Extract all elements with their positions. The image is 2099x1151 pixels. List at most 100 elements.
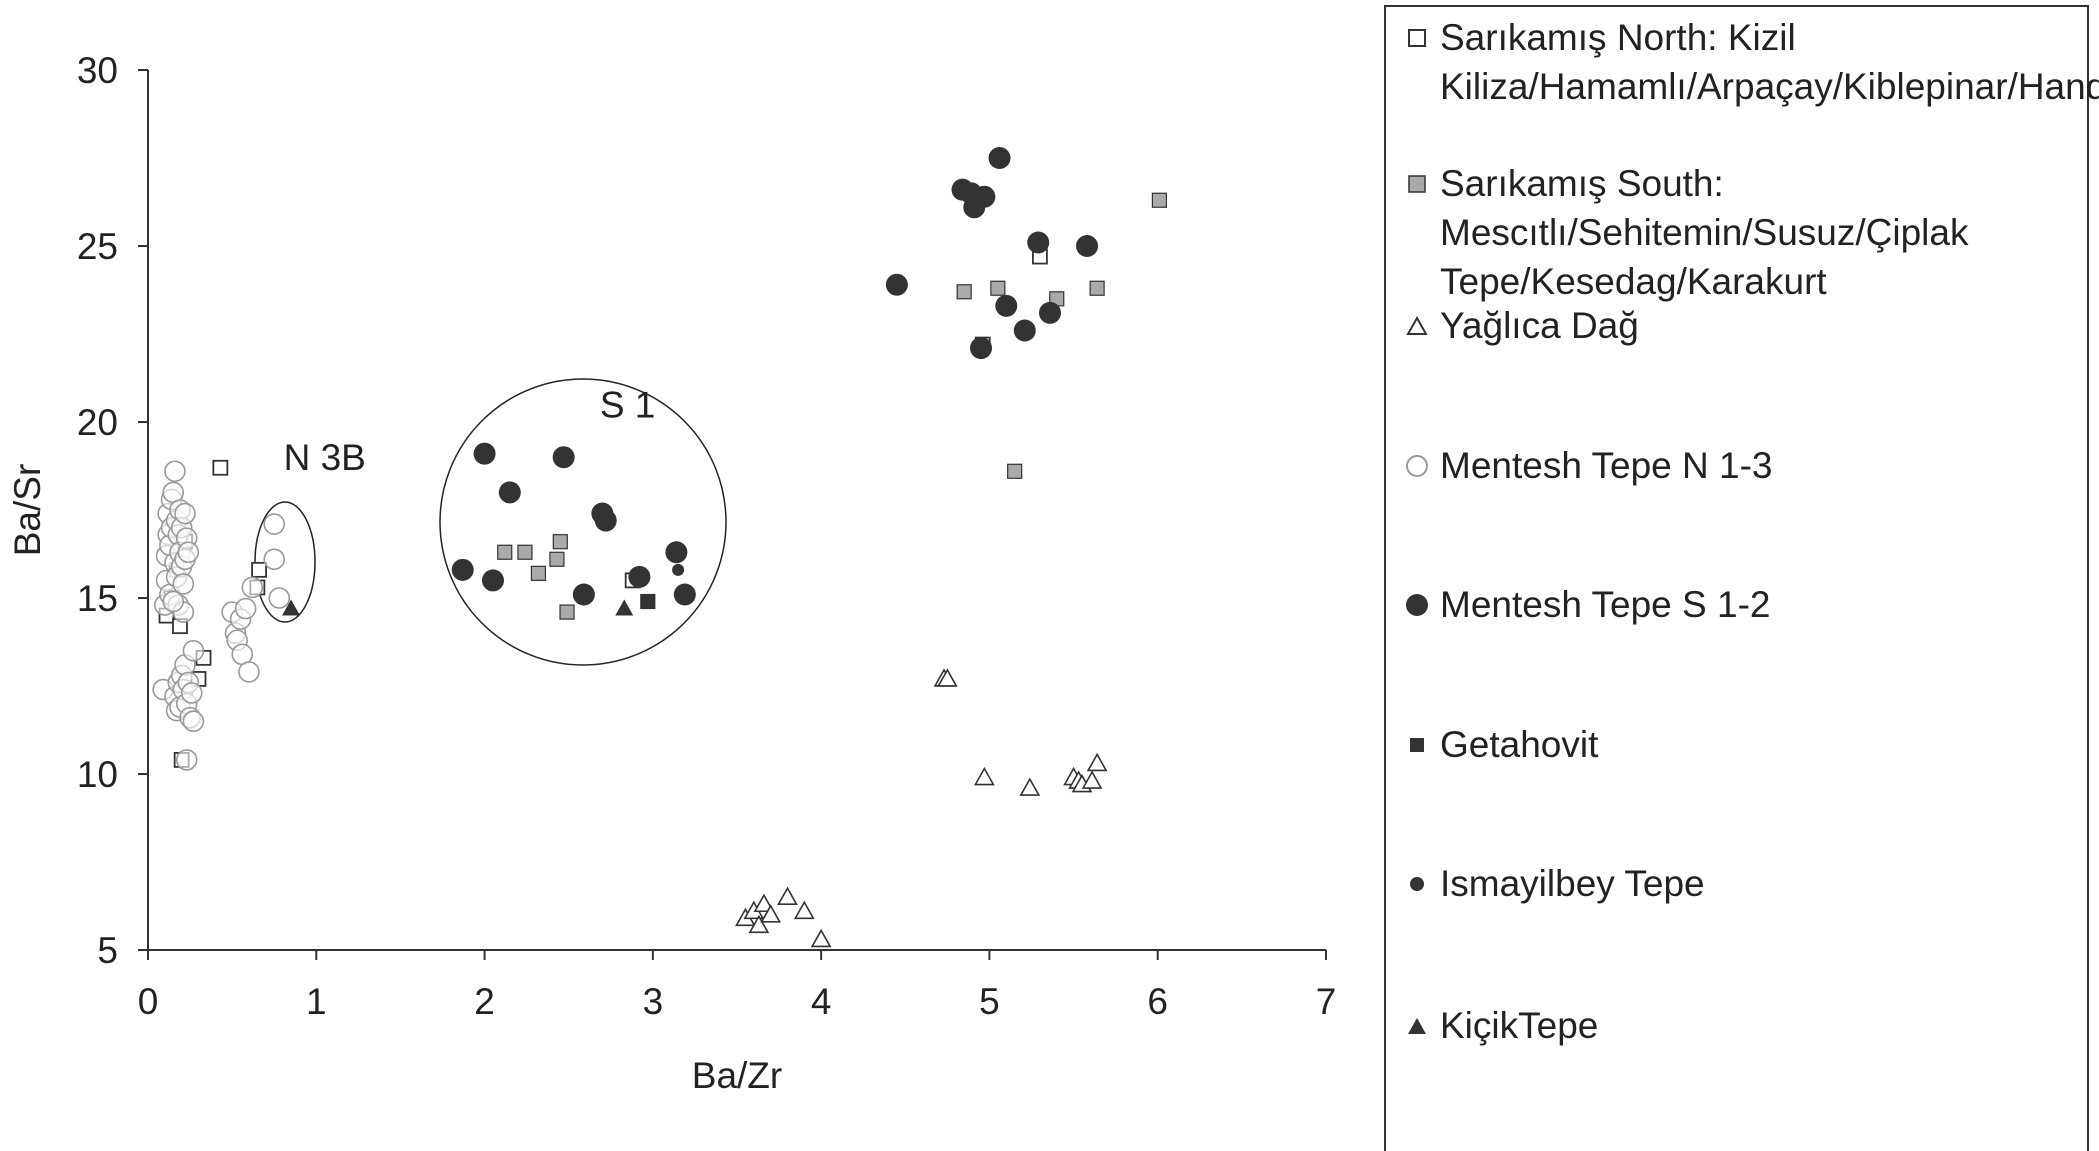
data-point-series-3 bbox=[268, 587, 291, 609]
data-point-series-1 bbox=[956, 284, 972, 300]
data-point-series-4 bbox=[451, 558, 474, 581]
legend-item-getahovit: Getahovit bbox=[1404, 720, 2084, 769]
data-point-series-1 bbox=[1007, 463, 1023, 479]
triangle-open-icon bbox=[1406, 315, 1428, 335]
y-tick-label: 25 bbox=[77, 226, 118, 267]
data-point-series-3 bbox=[238, 661, 260, 683]
data-point-series-1 bbox=[549, 551, 565, 567]
legend: Sarıkamış North: Kizil Kiliza/Hamamlı/Ar… bbox=[1384, 5, 2099, 1151]
legend-item-mentesh-n: Mentesh Tepe N 1-3 bbox=[1404, 441, 2084, 490]
data-points bbox=[152, 147, 1167, 948]
data-point-series-4 bbox=[970, 337, 993, 360]
legend-label: Yağlıca Dağ bbox=[1440, 305, 1639, 346]
x-tick-label: 3 bbox=[643, 981, 664, 1022]
data-point-series-1 bbox=[1151, 192, 1167, 208]
x-tick-label: 0 bbox=[138, 981, 159, 1022]
data-point-series-6 bbox=[672, 563, 685, 576]
data-point-series-4 bbox=[552, 446, 575, 469]
legend-item-kicik-tepe: KiçikTepe bbox=[1404, 1001, 2084, 1050]
data-point-series-4 bbox=[481, 569, 504, 592]
y-tick-label: 15 bbox=[77, 578, 118, 619]
data-point-series-1 bbox=[530, 565, 547, 581]
legend-label: Getahovit bbox=[1440, 724, 1599, 765]
data-point-series-4 bbox=[498, 481, 521, 504]
triangle-filled-icon bbox=[1408, 1018, 1426, 1034]
data-point-series-4 bbox=[665, 541, 688, 564]
data-point-series-3 bbox=[174, 502, 196, 525]
y-ticks: 5 10 15 20 25 30 bbox=[77, 50, 148, 971]
data-point-series-4 bbox=[1013, 319, 1036, 342]
x-tick-label: 6 bbox=[1147, 981, 1168, 1022]
data-point-series-3 bbox=[234, 597, 257, 620]
data-point-series-4 bbox=[995, 294, 1018, 317]
data-point-series-2 bbox=[1081, 770, 1103, 789]
data-point-series-3 bbox=[182, 639, 205, 662]
data-point-series-3 bbox=[162, 590, 185, 613]
data-point-series-1 bbox=[517, 544, 533, 560]
legend-label: Sarıkamış North: Kizil Kiliza/Hamamlı/Ar… bbox=[1440, 17, 2099, 107]
data-point-series-7 bbox=[282, 599, 301, 616]
data-point-series-4 bbox=[1039, 301, 1062, 324]
y-tick-label: 5 bbox=[97, 930, 118, 971]
data-point-series-4 bbox=[1076, 235, 1099, 257]
circle-filled-icon bbox=[1406, 594, 1428, 616]
square-open-icon bbox=[1408, 29, 1426, 47]
data-point-series-4 bbox=[673, 583, 696, 606]
x-axis-label: Ba/Zr bbox=[692, 1055, 782, 1096]
data-point-series-4 bbox=[473, 442, 496, 465]
data-point-series-2 bbox=[1086, 752, 1108, 772]
legend-label: Sarıkamış South: Mescıtlı/Sehitemin/Susu… bbox=[1440, 163, 1969, 302]
data-point-series-3 bbox=[180, 682, 203, 704]
y-axis-label: Ba/Sr bbox=[7, 464, 48, 557]
circle-open-icon bbox=[1406, 455, 1428, 477]
data-point-series-0 bbox=[212, 459, 229, 476]
data-point-series-5 bbox=[640, 593, 656, 610]
legend-item-mentesh-s: Mentesh Tepe S 1-2 bbox=[1404, 580, 2084, 629]
legend-label: Ismayilbey Tepe bbox=[1440, 863, 1705, 904]
legend-item-ismayilbey: Ismayilbey Tepe bbox=[1404, 859, 2084, 908]
data-point-series-2 bbox=[974, 766, 995, 786]
data-point-series-2 bbox=[753, 893, 775, 913]
data-point-series-1 bbox=[497, 544, 513, 560]
data-point-series-4 bbox=[628, 565, 651, 588]
annotation-s1: S 1 bbox=[600, 384, 656, 425]
legend-label: KiçikTepe bbox=[1440, 1005, 1599, 1046]
plot-area: 0 1 2 3 4 5 6 7 5 10 15 20 25 30 S 1 N 3B Ba/Zr Ba/S… bbox=[7, 50, 1336, 1096]
legend-label: Mentesh Tepe N 1-3 bbox=[1440, 445, 1773, 486]
x-tick-label: 1 bbox=[306, 981, 327, 1022]
data-point-series-4 bbox=[572, 583, 595, 606]
data-point-series-2 bbox=[793, 900, 815, 920]
data-point-series-2 bbox=[777, 886, 798, 906]
data-point-series-2 bbox=[748, 914, 770, 934]
x-ticks: 0 1 2 3 4 5 6 7 bbox=[138, 950, 1337, 1022]
x-tick-label: 2 bbox=[474, 981, 495, 1022]
data-point-series-2 bbox=[936, 668, 958, 687]
y-tick-label: 20 bbox=[77, 402, 118, 443]
square-filled-gray-icon bbox=[1408, 175, 1426, 193]
data-point-series-2 bbox=[1019, 777, 1041, 796]
legend-item-sarikamis-north: Sarıkamış North: Kizil Kiliza/Hamamlı/Ar… bbox=[1404, 13, 2099, 111]
data-point-series-3 bbox=[263, 513, 286, 535]
data-point-series-1 bbox=[552, 534, 568, 550]
scatter-plot: 0 1 2 3 4 5 6 7 5 10 15 20 25 30 S 1 N 3B Ba/Zr Ba/S… bbox=[7, 50, 1336, 1096]
legend-item-sarikamis-south: Sarıkamış South: Mescıtlı/Sehitemin/Susu… bbox=[1404, 159, 2084, 306]
data-point-series-3 bbox=[172, 573, 195, 595]
y-tick-label: 10 bbox=[77, 754, 118, 795]
data-point-series-4 bbox=[1027, 231, 1050, 254]
circle-small-icon bbox=[1410, 877, 1424, 891]
data-point-series-3 bbox=[164, 460, 186, 483]
data-point-series-1 bbox=[1089, 280, 1105, 296]
data-point-series-3 bbox=[182, 710, 205, 733]
x-tick-label: 7 bbox=[1316, 981, 1337, 1022]
legend-label: Mentesh Tepe S 1-2 bbox=[1440, 584, 1771, 625]
y-tick-label: 30 bbox=[77, 50, 118, 91]
data-point-series-4 bbox=[988, 147, 1011, 169]
data-point-series-2 bbox=[810, 928, 832, 948]
data-point-series-1 bbox=[559, 604, 575, 620]
x-tick-label: 4 bbox=[811, 981, 832, 1022]
square-filled-icon bbox=[1410, 738, 1424, 752]
s1-group-ellipse bbox=[439, 378, 727, 666]
data-point-series-0 bbox=[251, 561, 267, 578]
data-point-series-7 bbox=[615, 599, 634, 616]
data-point-series-3 bbox=[241, 576, 264, 599]
